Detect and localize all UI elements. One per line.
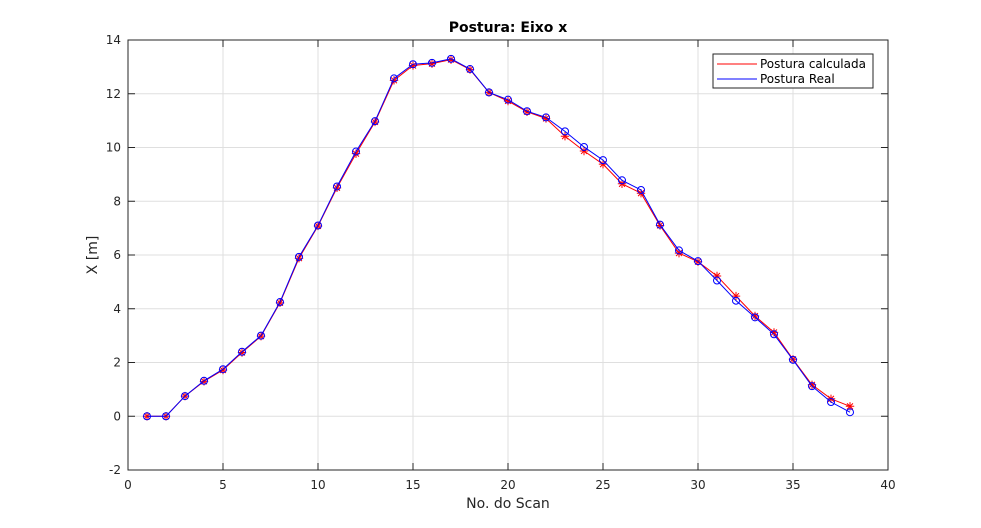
data-point [238,347,246,356]
data-point [827,398,835,407]
x-tick-label: 30 [690,478,705,492]
data-point [713,276,721,285]
y-axis-ticks: -2 0 2 4 6 8 10 12 14 [106,33,888,477]
data-point [352,147,360,156]
data-point [390,74,398,83]
y-tick-label: 4 [113,302,121,316]
series-layer [142,54,855,421]
x-tick-label: 25 [595,478,610,492]
chart-title: Postura: Eixo x [449,20,568,36]
data-point [428,58,436,67]
legend-label-postura-real: Postura Real [760,72,835,86]
data-point [674,248,684,258]
x-tick-label: 5 [219,478,227,492]
data-point [466,65,474,74]
data-point [599,156,607,165]
data-point [731,291,741,301]
x-tick-label: 15 [405,478,420,492]
data-point [504,95,512,104]
data-point [446,55,456,64]
data-point [351,149,361,158]
data-point [333,182,341,191]
data-point [808,382,816,391]
data-point [541,114,551,123]
data-point [712,271,722,281]
y-tick-label: 8 [113,194,121,208]
data-point [560,132,570,141]
y-tick-label: 10 [106,141,121,155]
data-point [294,254,304,263]
data-point [845,402,855,411]
data-point [409,60,417,69]
x-tick-label: 35 [785,478,800,492]
x-tick-label: 20 [500,478,515,492]
legend-label-postura-calculada: Postura calculada [760,57,866,71]
data-point [295,252,303,261]
y-tick-label: 14 [106,33,121,47]
x-tick-label: 0 [124,478,132,492]
data-point [237,348,247,357]
data-point [162,412,170,421]
data-point [485,88,493,97]
data-point [389,76,399,85]
data-point [732,296,740,305]
y-tick-label: 6 [113,248,121,262]
legend-box [712,53,874,89]
legend: Postura calculada Postura Real [712,53,874,89]
x-axis-label: No. do Scan [466,496,550,512]
data-point [751,313,759,322]
data-point [181,392,189,401]
y-axis-label: X [m] [85,236,101,275]
data-point [846,408,854,417]
data-point [427,59,437,68]
data-point [675,246,683,255]
data-point [314,221,322,230]
data-point [219,365,227,374]
data-point [332,183,342,193]
data-point [694,257,702,266]
data-point [579,146,589,156]
data-point [580,142,588,151]
data-point [637,185,645,194]
data-point [522,107,532,116]
data-point [542,113,550,122]
data-point [789,355,797,364]
data-point [618,176,626,185]
y-tick-label: 12 [106,87,121,101]
data-point [408,61,418,70]
x-tick-label: 40 [880,478,895,492]
data-point [257,331,265,340]
data-point [656,220,664,229]
x-axis-ticks: 0 5 10 15 20 25 30 35 40 [124,40,896,492]
grid [128,40,888,470]
data-point [218,365,228,375]
x-tick-label: 10 [310,478,325,492]
data-point [143,412,151,421]
data-point [769,328,779,337]
series-postura-real [143,54,854,421]
data-point [523,107,531,116]
data-point [750,311,760,321]
data-point [503,96,513,106]
data-point [770,330,778,339]
y-tick-label: 2 [113,356,121,370]
data-point [371,117,379,126]
series-line [147,58,851,417]
data-point [276,298,284,307]
y-tick-label: -2 [109,463,121,477]
y-tick-label: 0 [113,409,121,423]
data-point [598,159,608,169]
data-point [200,376,208,385]
data-point [447,54,455,63]
data-point [807,380,817,390]
data-point [561,127,569,136]
